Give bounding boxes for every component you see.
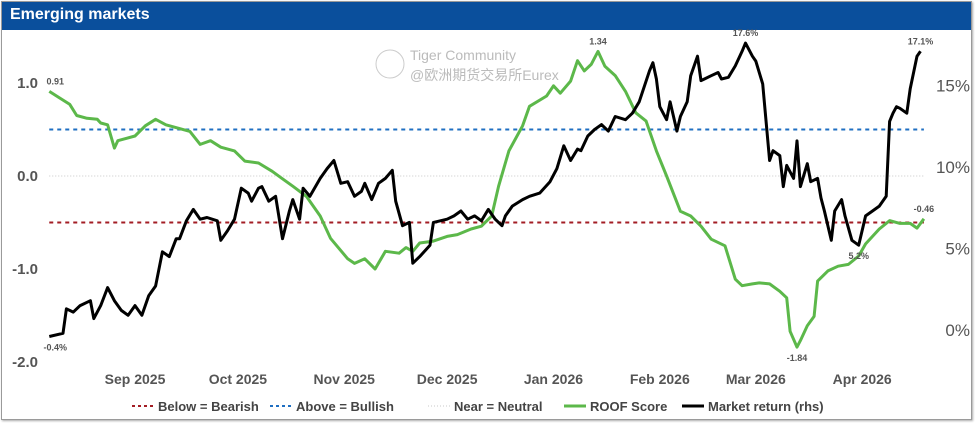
y-right-tick-label: 0% <box>945 321 970 340</box>
x-tick-label: Feb 2026 <box>630 371 690 387</box>
legend-label: Near = Neutral <box>454 399 543 414</box>
legend-label: ROOF Score <box>590 399 667 414</box>
x-tick-label: Nov 2025 <box>313 371 375 387</box>
series-line-market-return <box>48 41 922 338</box>
y-right-tick-label: 5% <box>945 240 970 259</box>
data-label: 5.2% <box>848 251 869 261</box>
legend-label: Below = Bearish <box>158 399 259 414</box>
x-tick-label: Mar 2026 <box>726 371 786 387</box>
data-label: -1.84 <box>787 353 808 363</box>
x-tick-label: Apr 2026 <box>833 371 892 387</box>
y-right-tick-label: 15% <box>936 77 970 96</box>
legend-label: Above = Bullish <box>296 399 394 414</box>
x-tick-label: Sep 2025 <box>105 371 166 387</box>
y-right-tick-label: 10% <box>936 158 970 177</box>
data-label: 17.6% <box>733 28 759 38</box>
watermark-logo-icon <box>375 49 405 79</box>
data-label: -0.46 <box>914 204 935 214</box>
x-tick-label: Dec 2025 <box>417 371 478 387</box>
watermark-text: Tiger Community <box>410 47 516 63</box>
y-left-tick-label: 1.0 <box>17 75 38 92</box>
x-tick-label: Jan 2026 <box>524 371 583 387</box>
data-label: 1.34 <box>589 36 607 46</box>
y-left-tick-label: -1.0 <box>12 261 38 278</box>
title-bar: Emerging markets <box>2 2 971 30</box>
x-tick-label: Oct 2025 <box>209 371 268 387</box>
y-left-tick-label: 0.0 <box>17 168 38 185</box>
data-label: -0.4% <box>43 343 67 353</box>
data-label: 0.91 <box>46 76 64 86</box>
chart-title: Emerging markets <box>10 6 150 23</box>
watermark-text: @欧洲期货交易所Eurex <box>410 67 559 83</box>
series-line-roof-score <box>48 49 926 349</box>
y-left-tick-label: -2.0 <box>12 354 38 371</box>
data-label: 17.1% <box>908 36 934 46</box>
legend-label: Market return (rhs) <box>708 399 824 414</box>
